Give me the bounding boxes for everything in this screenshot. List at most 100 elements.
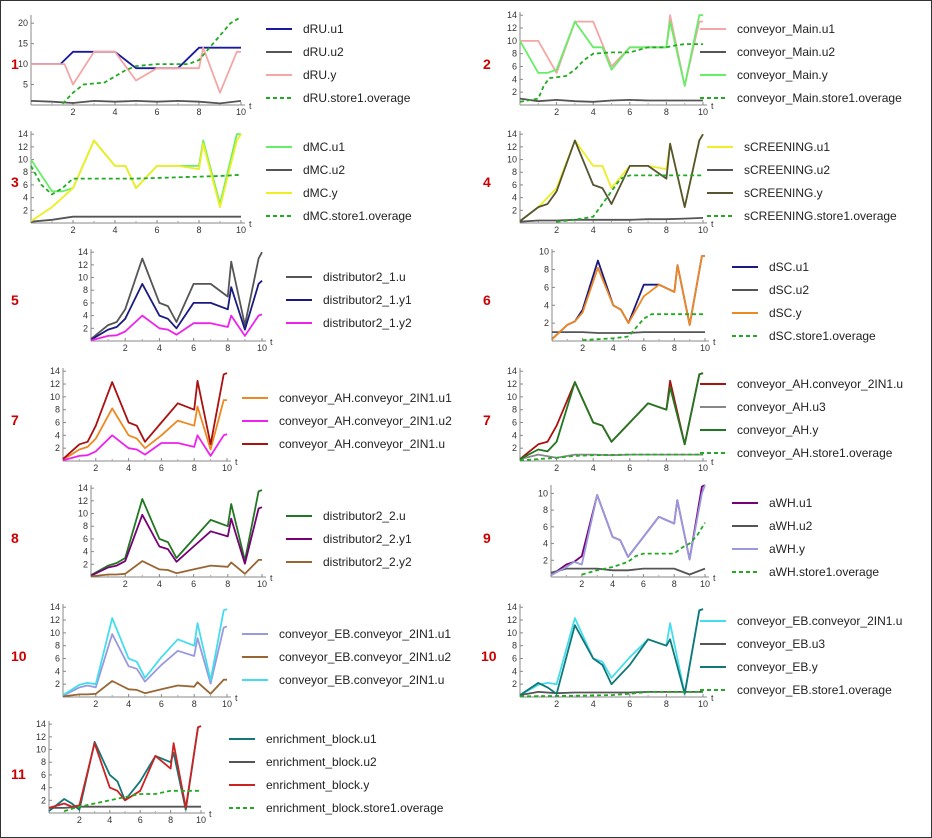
panel-number: 4	[483, 174, 491, 190]
series-line	[519, 372, 704, 460]
x-tick-label: 8	[225, 579, 230, 589]
y-tick-label: 12	[18, 142, 28, 152]
y-tick-label: 4	[83, 311, 88, 321]
x-axis-label: t	[713, 337, 716, 347]
x-tick-label: 2	[93, 463, 98, 473]
legend-label: aWH.y	[769, 542, 805, 556]
series-line	[90, 559, 262, 578]
legend-label: dMC.store1.overage	[303, 209, 412, 223]
x-axis-label: t	[270, 337, 273, 347]
x-tick-label: 2	[554, 463, 559, 473]
y-tick-label: 14	[507, 366, 517, 376]
x-tick-label: 4	[611, 343, 616, 353]
chart-panel: 52 4 6 8 10t2468101214distributor2_1.udistri…	[11, 247, 412, 353]
y-tick-label: 4	[544, 300, 549, 310]
x-tick-label: 4	[157, 579, 162, 589]
y-tick-label: 8	[512, 405, 517, 415]
series-line	[90, 313, 263, 342]
series-line	[31, 46, 241, 94]
legend-label: dMC.y	[303, 186, 338, 200]
legend-label: dSC.store1.overage	[769, 329, 876, 343]
legend-label: distributor2_1.y2	[323, 316, 412, 330]
series-line	[582, 313, 705, 341]
x-tick-label: 2	[70, 107, 75, 117]
x-tick-label: 4	[610, 579, 615, 589]
y-tick-label: 4	[512, 74, 517, 84]
series-line	[551, 255, 705, 340]
x-tick-label: 2	[123, 579, 128, 589]
series-line	[90, 506, 263, 577]
x-tick-label: 6	[627, 463, 632, 473]
legend-label: aWH.store1.overage	[769, 565, 879, 579]
y-tick-label: 6	[41, 770, 46, 780]
legend-label: sCREENING.y	[744, 186, 823, 200]
series-line	[550, 567, 706, 576]
y-tick-label: 8	[544, 265, 549, 275]
x-tick-label: 8	[196, 225, 201, 235]
legend-label: dRU.u1	[303, 22, 344, 36]
series-line	[62, 678, 227, 698]
series-line	[62, 372, 228, 460]
legend-label: aWH.u1	[769, 496, 813, 510]
x-axis-label: t	[711, 693, 714, 703]
y-tick-label: 6	[512, 418, 517, 428]
y-tick-label: 6	[512, 62, 517, 72]
x-tick-label: 6	[191, 579, 196, 589]
legend-label: dMC.u2	[303, 163, 345, 177]
y-tick-label: 6	[83, 534, 88, 544]
y-tick-label: 4	[55, 666, 60, 676]
x-tick-label: 10	[700, 579, 710, 589]
y-tick-label: 10	[507, 36, 517, 46]
x-tick-label: 6	[641, 579, 646, 589]
y-tick-label: 8	[55, 405, 60, 415]
y-tick-label: 8	[41, 757, 46, 767]
y-tick-label: 14	[78, 483, 88, 493]
x-tick-label: 6	[138, 815, 143, 825]
y-tick-label: 12	[78, 260, 88, 270]
y-tick-label: 10	[78, 509, 88, 519]
panel-number: 6	[483, 292, 491, 308]
series-line	[519, 14, 703, 87]
x-tick-label: 10	[257, 579, 267, 589]
x-tick-label: 10	[698, 107, 708, 117]
chart-panel: 102 4 6 8 10t2468101214conveyor_EB.conveyor_…	[11, 602, 451, 709]
series-line	[90, 251, 263, 340]
series-line	[519, 691, 703, 696]
y-tick-label: 2	[512, 87, 517, 97]
y-tick-label: 10	[50, 628, 60, 638]
legend-label: conveyor_Main.y	[737, 68, 828, 82]
y-tick-label: 4	[543, 539, 548, 549]
legend-label: conveyor_AH.conveyor_2IN1.u	[737, 377, 903, 391]
legend-label: dSC.y	[769, 306, 802, 320]
legend-label: distributor2_2.y1	[323, 532, 412, 546]
x-tick-label: 10	[700, 343, 710, 353]
series-line	[519, 217, 704, 223]
legend-label: conveyor_Main.u1	[737, 22, 835, 36]
legend-label: conveyor_EB.store1.overage	[737, 683, 892, 697]
series-line	[519, 453, 703, 462]
x-axis-label: t	[235, 457, 238, 467]
legend-label: conveyor_EB.conveyor_2IN1.u	[737, 614, 902, 628]
y-tick-label: 12	[507, 615, 517, 625]
legend-label: distributor2_2.y2	[323, 555, 412, 569]
y-tick-label: 14	[36, 719, 46, 729]
legend-label: conveyor_AH.conveyor_2IN1.u	[279, 437, 445, 451]
y-tick-label: 6	[55, 418, 60, 428]
x-tick-label: 6	[159, 699, 164, 709]
legend-label: sCREENING.u2	[744, 163, 830, 177]
legend-label: conveyor_EB.conveyor_2IN1.u2	[279, 650, 451, 664]
y-tick-label: 2	[23, 205, 28, 215]
x-tick-label: 8	[168, 815, 173, 825]
y-tick-label: 6	[543, 522, 548, 532]
panel-number: 2	[483, 56, 491, 72]
series-line	[551, 255, 705, 340]
y-tick-label: 4	[512, 193, 517, 203]
series-line	[519, 43, 703, 103]
series-line	[550, 484, 706, 577]
legend-label: conveyor_EB.u3	[737, 637, 825, 651]
x-tick-label: 2	[70, 225, 75, 235]
legend-label: conveyor_AH.store1.overage	[737, 446, 893, 460]
x-tick-label: 2	[554, 225, 559, 235]
